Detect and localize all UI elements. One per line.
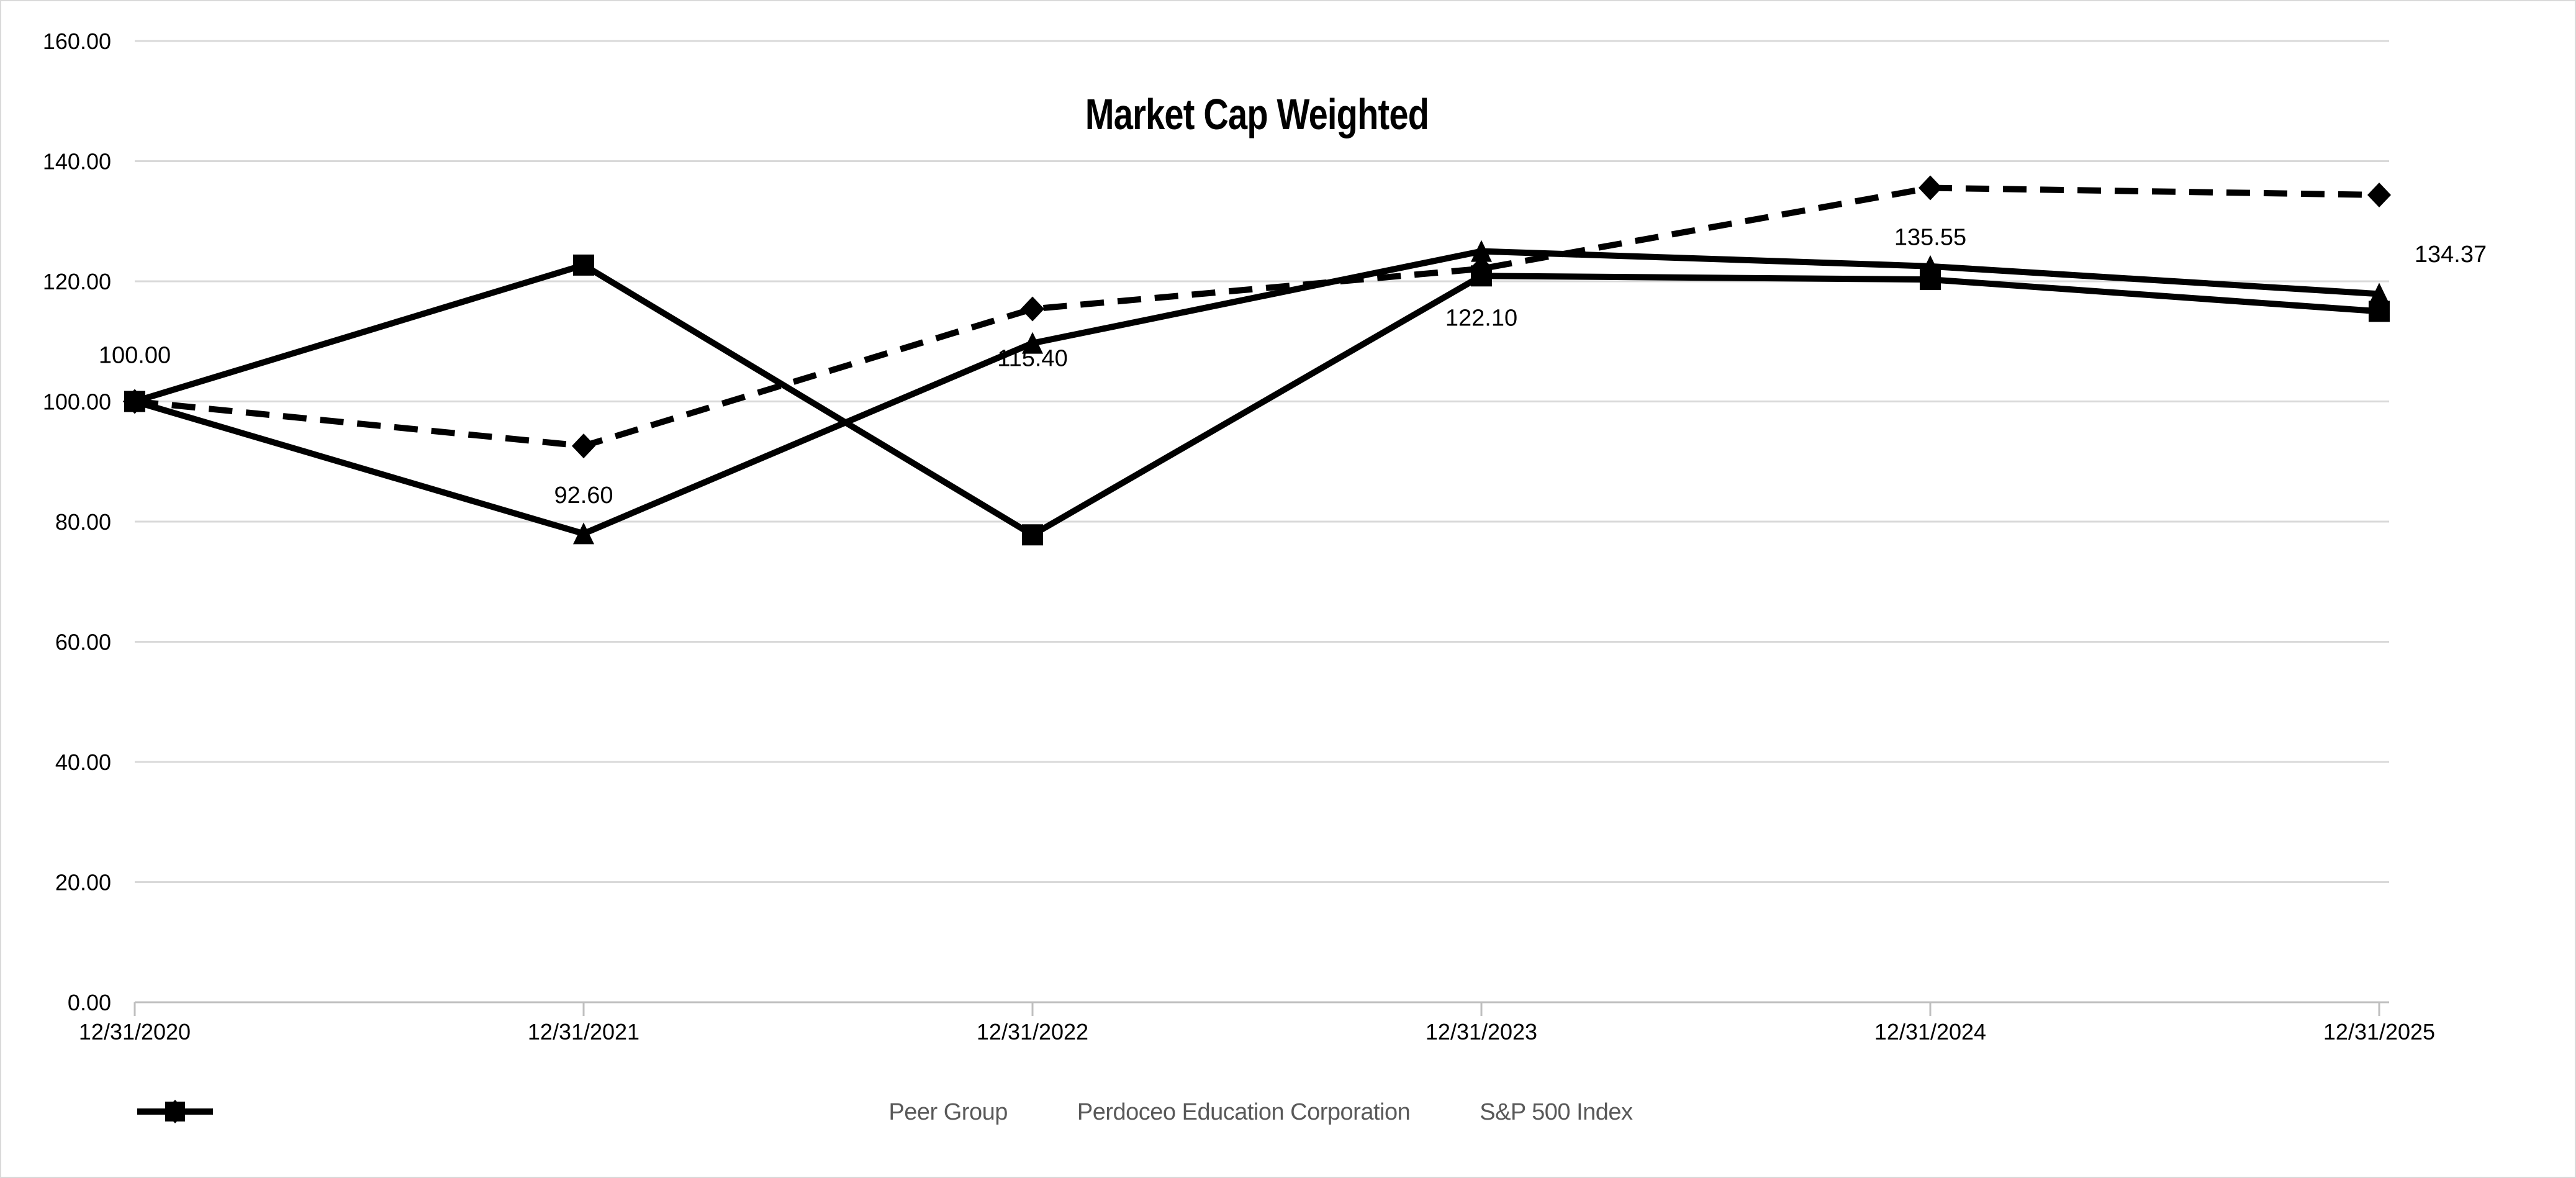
series-marker-perdoceo-education-corporation (1021, 296, 1044, 322)
chart-title: Market Cap Weighted (1085, 90, 1429, 138)
y-axis-label: 20.00 (55, 870, 111, 895)
x-axis-label: 12/31/2020 (79, 1019, 191, 1044)
y-axis-label: 60.00 (55, 630, 111, 655)
x-axis-label: 12/31/2021 (528, 1019, 639, 1044)
series-marker-peer-group (1471, 240, 1492, 262)
series-marker-s-p-500-index (1920, 269, 1941, 291)
x-axis-label: 12/31/2024 (1874, 1019, 1986, 1044)
series-line-peer-group (133, 248, 2380, 537)
legend-item-perdoceo-education-corporation: Perdoceo Education Corporation (137, 1099, 1411, 1126)
series-marker-s-p-500-index (1471, 265, 1492, 287)
series-marker-perdoceo-education-corporation (572, 433, 595, 459)
legend-label-peer-group: Peer Group (888, 1099, 1008, 1125)
x-axis-label: 12/31/2025 (2323, 1019, 2435, 1044)
y-axis-label: 80.00 (55, 509, 111, 535)
data-label-perdoceo-education-corporation: 122.10 (1445, 306, 1517, 332)
x-axis-label: 12/31/2023 (1426, 1019, 1537, 1044)
series-marker-peer-group (2369, 283, 2390, 305)
data-label-perdoceo-education-corporation: 115.40 (997, 346, 1067, 372)
y-axis-label: 100.00 (43, 389, 111, 415)
x-axis-label: 12/31/2022 (977, 1019, 1088, 1044)
y-axis-label: 120.00 (43, 269, 111, 294)
series-marker-s-p-500-index (1022, 524, 1043, 546)
series-marker-peer-group (573, 522, 594, 545)
data-label-perdoceo-education-corporation: 134.37 (2415, 242, 2487, 268)
series-marker-s-p-500-index (2369, 301, 2390, 322)
legend-label-s-p-500-index: S&P 500 Index (1480, 1099, 1633, 1125)
series-line-s-p-500-index (133, 261, 2380, 538)
y-axis-label: 0.00 (68, 990, 111, 1015)
series-marker-perdoceo-education-corporation (1918, 175, 1942, 201)
series-line-perdoceo-education-corporation (134, 184, 2380, 450)
series-marker-s-p-500-index (573, 254, 594, 276)
legend-sample-square (165, 1102, 185, 1121)
series-marker-perdoceo-education-corporation (2367, 182, 2391, 207)
data-label-perdoceo-education-corporation: 100.00 (99, 343, 171, 369)
legend-marker-square-icon (137, 1102, 213, 1121)
legend: Peer Group Perdoceo Education Corporation… (135, 1099, 2379, 1126)
y-axis-label: 140.00 (43, 149, 111, 174)
y-axis-label: 40.00 (55, 750, 111, 775)
legend-item-s-p-500-index: S&P 500 Index (137, 1099, 1633, 1126)
data-label-perdoceo-education-corporation: 135.55 (1894, 225, 1966, 251)
data-label-perdoceo-education-corporation: 92.60 (554, 483, 613, 509)
series-marker-peer-group (1022, 332, 1043, 354)
y-axis-label: 160.00 (43, 29, 111, 54)
legend-item-peer-group: Peer Group (137, 1099, 1008, 1126)
series-marker-s-p-500-index (124, 391, 145, 412)
legend-label-perdoceo-education-corporation: Perdoceo Education Corporation (1077, 1099, 1411, 1125)
